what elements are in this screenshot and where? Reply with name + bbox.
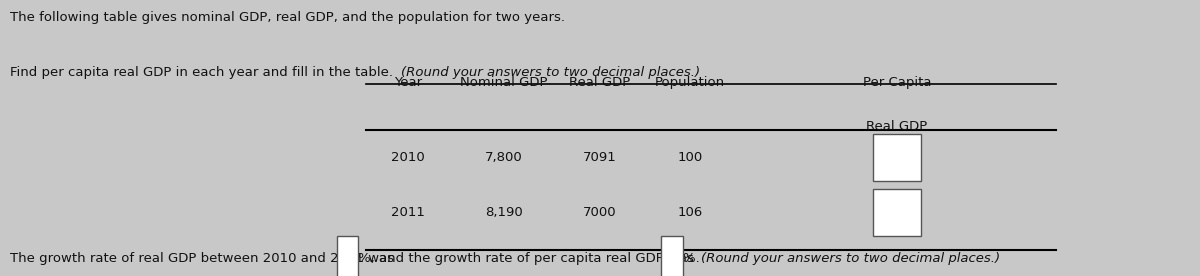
Text: Real GDP: Real GDP xyxy=(866,120,928,133)
Text: 2011: 2011 xyxy=(391,206,425,219)
Text: 8,190: 8,190 xyxy=(485,206,523,219)
Text: (Round your answers to two decimal places.): (Round your answers to two decimal place… xyxy=(401,66,701,79)
Text: Find per capita real GDP in each year and fill in the table.: Find per capita real GDP in each year an… xyxy=(10,66,397,79)
Text: 106: 106 xyxy=(677,206,703,219)
FancyBboxPatch shape xyxy=(337,236,359,276)
Text: 7000: 7000 xyxy=(583,206,617,219)
FancyBboxPatch shape xyxy=(874,134,922,181)
FancyBboxPatch shape xyxy=(874,189,922,236)
Text: %.: %. xyxy=(683,251,704,265)
Text: 100: 100 xyxy=(677,151,703,164)
Text: Year: Year xyxy=(394,76,422,89)
Text: Nominal GDP: Nominal GDP xyxy=(461,76,547,89)
Text: %, and the growth rate of per capita real GDP was: %, and the growth rate of per capita rea… xyxy=(359,251,698,265)
Text: 7091: 7091 xyxy=(583,151,617,164)
Text: (Round your answers to two decimal places.): (Round your answers to two decimal place… xyxy=(701,251,1001,265)
Text: Population: Population xyxy=(655,76,725,89)
FancyBboxPatch shape xyxy=(661,236,683,276)
Text: Real GDP: Real GDP xyxy=(569,76,631,89)
Text: Per Capita: Per Capita xyxy=(863,76,931,89)
Text: The growth rate of real GDP between 2010 and 2011 was: The growth rate of real GDP between 2010… xyxy=(10,251,398,265)
Text: 7,800: 7,800 xyxy=(485,151,523,164)
Text: 2010: 2010 xyxy=(391,151,425,164)
Text: The following table gives nominal GDP, real GDP, and the population for two year: The following table gives nominal GDP, r… xyxy=(10,11,565,24)
